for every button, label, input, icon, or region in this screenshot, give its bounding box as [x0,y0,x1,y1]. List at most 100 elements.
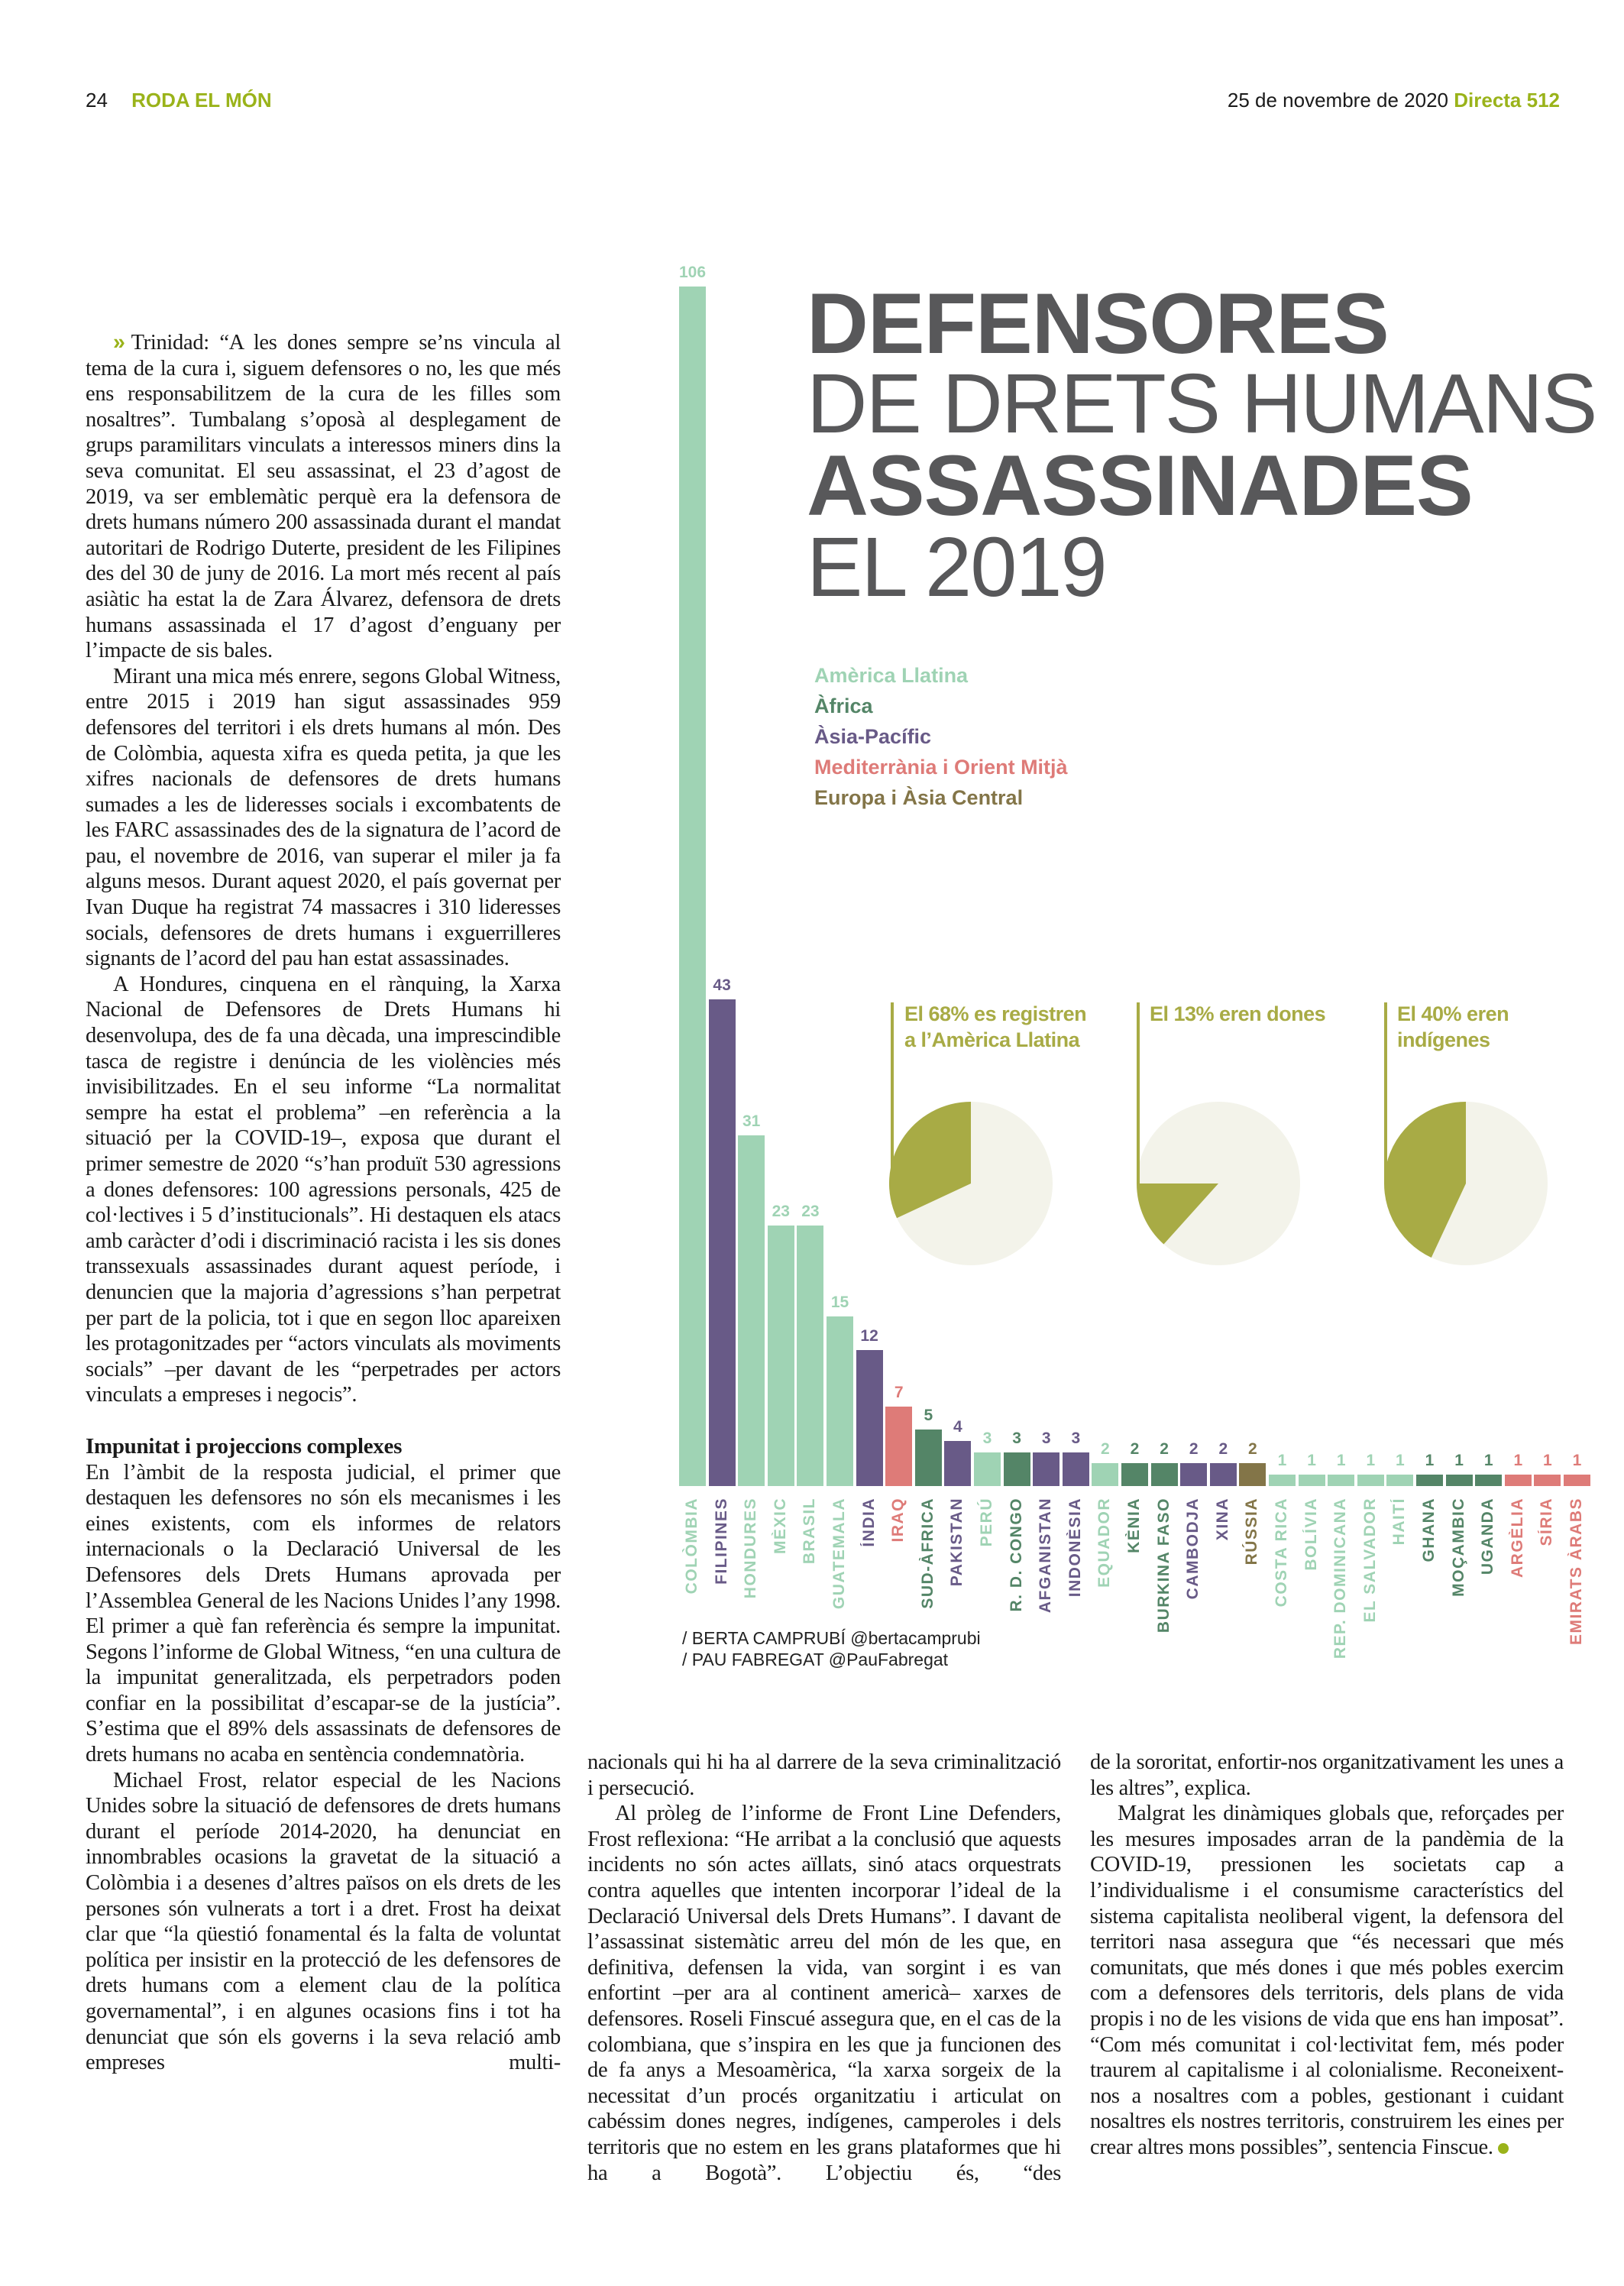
category-label: GHANA [1420,1498,1438,1562]
paragraph: nacionals qui hi ha al darrere de la sev… [587,1750,1061,1800]
category-label: FILIPINES [712,1498,730,1585]
pie-label-line: El 13% eren dones [1150,1002,1326,1025]
bar-value-label: 3 [1071,1429,1081,1447]
continuation-chevron-icon: » [113,330,125,355]
legend-africa: Àfrica [814,695,873,717]
category-label: SUD-ÀFRICA [918,1498,937,1609]
pie-label-women: El 13% eren dones [1150,1001,1326,1027]
bar-value-label: 2 [1189,1440,1199,1459]
pie-leader-line [1384,1002,1387,1183]
page-number: 24 [86,89,108,112]
category-label: BOLÍVIA [1302,1498,1320,1571]
article-column-1: » Trinidad: “A les dones sempre se’ns vin… [86,330,561,2076]
infographic-title-line-4: EL 2019 [807,520,1108,614]
category-label: MOÇAMBIC [1449,1498,1467,1597]
bar [1092,1463,1119,1486]
bar [1150,1463,1178,1486]
bar [1504,1475,1532,1486]
bar [1239,1463,1267,1486]
category-label: REP. DOMINICANA [1331,1498,1350,1659]
end-mark-icon [1497,2143,1509,2155]
bar [1033,1452,1060,1486]
bar-value-label: 1 [1543,1452,1552,1470]
category-label: R. D. CONGO [1007,1498,1025,1612]
bar [1003,1452,1030,1486]
bar-value-label: 7 [894,1384,904,1402]
category-label: COLÒMBIA [683,1498,700,1595]
infographic-title-line-3: ASSASSINADES [807,438,1474,533]
infographic-title-line-2: DE DRETS HUMANS [807,357,1597,451]
category-label: INDONÈSIA [1066,1498,1084,1598]
bar [1564,1475,1590,1486]
bar-value-label: 1 [1425,1452,1435,1470]
subheading: Impunitat i projeccions complexes [86,1433,403,1459]
pie-slice [1137,1183,1218,1245]
bar-value-label: 1 [1483,1452,1493,1470]
category-label: EMIRATS ÀRABS [1567,1498,1585,1645]
legend-europe: Europa i Àsia Central [814,786,1024,809]
category-label: CAMBODJA [1184,1498,1202,1600]
bar-value-label: 2 [1101,1440,1110,1459]
paragraph: Al pròleg de l’informe de Front Line Def… [587,1802,1061,2185]
bar-value-label: 1 [1396,1452,1405,1470]
category-label: RÚSSIA [1243,1498,1261,1566]
category-label: EQUADOR [1095,1498,1114,1588]
bar-value-label: 1 [1366,1452,1376,1470]
bar [1534,1475,1561,1486]
category-label: PERÚ [978,1498,995,1547]
category-label: SÍRIA [1538,1498,1556,1546]
category-label: COSTA RICA [1273,1498,1290,1608]
section-name: RODA EL MÓN [131,89,272,112]
page-header-left: 24 RODA EL MÓN [86,89,272,112]
paragraph: Malgrat les dinàmiques globals que, refo… [1090,1802,1564,2159]
bar-value-label: 2 [1248,1440,1257,1459]
category-label: HAITÍ [1390,1498,1409,1546]
pie-label-indigenous: El 40% eren indígenes [1397,1001,1509,1053]
category-label: EL SALVADOR [1360,1498,1379,1623]
legend-asia-pacific: Àsia-Pacífic [814,725,932,748]
category-label: KÈNIA [1125,1498,1143,1553]
bar-value-label: 1 [1336,1452,1346,1470]
category-label: XINA [1213,1498,1231,1541]
bar [885,1407,913,1486]
pie-slice [889,1102,971,1219]
bar [1445,1475,1473,1486]
pie-label-line: El 68% es registren [904,1002,1087,1025]
paragraph: A Hondures, cinquena en el rànquing, la … [86,972,561,1407]
bar-value-label: 3 [982,1429,992,1447]
publication-name: Directa 512 [1454,89,1560,112]
pie-svg [889,1002,1548,1265]
category-label: UGANDA [1479,1498,1497,1575]
chart-legend: Amèrica Llatina Àfrica Àsia-Pacífic Medi… [814,660,1068,813]
category-label: BURKINA FASO [1154,1498,1173,1634]
bar-value-label: 3 [1041,1429,1051,1447]
bar [1357,1475,1384,1486]
bar [1269,1475,1296,1486]
bar-value-label: 5 [924,1406,933,1424]
bar-value-label: 4 [953,1417,962,1436]
article-column-3: de la sororitat, enfortir-nos organitzat… [1090,1750,1564,2161]
category-label: HONDURES [742,1498,760,1599]
category-label: ARGÈLIA [1508,1498,1526,1578]
paragraph: En l’àmbit de la resposta judicial, el p… [86,1460,561,1767]
bar [1328,1475,1355,1486]
category-label: GUATEMALA [830,1498,848,1610]
bar [914,1429,942,1486]
pie-label-line: El 40% eren [1397,1002,1509,1025]
bar [1209,1463,1237,1486]
legend-latam: Amèrica Llatina [814,664,969,687]
paragraph: Michael Frost, relator especial de les N… [86,1768,561,2075]
bar [1062,1452,1089,1486]
bar-value-label: 2 [1218,1440,1228,1459]
category-label: PAKISTAN [948,1498,966,1587]
infographic-title-line-1: DEFENSORES [807,276,1389,371]
bar-value-label: 2 [1130,1440,1140,1459]
category-label: BRASIL [801,1498,819,1565]
bar [1416,1475,1443,1486]
pie-slice [1384,1102,1466,1258]
bar-value-label: 1 [1277,1452,1287,1470]
page-header-right: 25 de novembre de 2020 Directa 512 [1228,89,1560,112]
bar [1180,1463,1208,1486]
bar-value-label: 3 [1012,1429,1021,1447]
paragraph: de la sororitat, enfortir-nos organitzat… [1090,1750,1564,1800]
